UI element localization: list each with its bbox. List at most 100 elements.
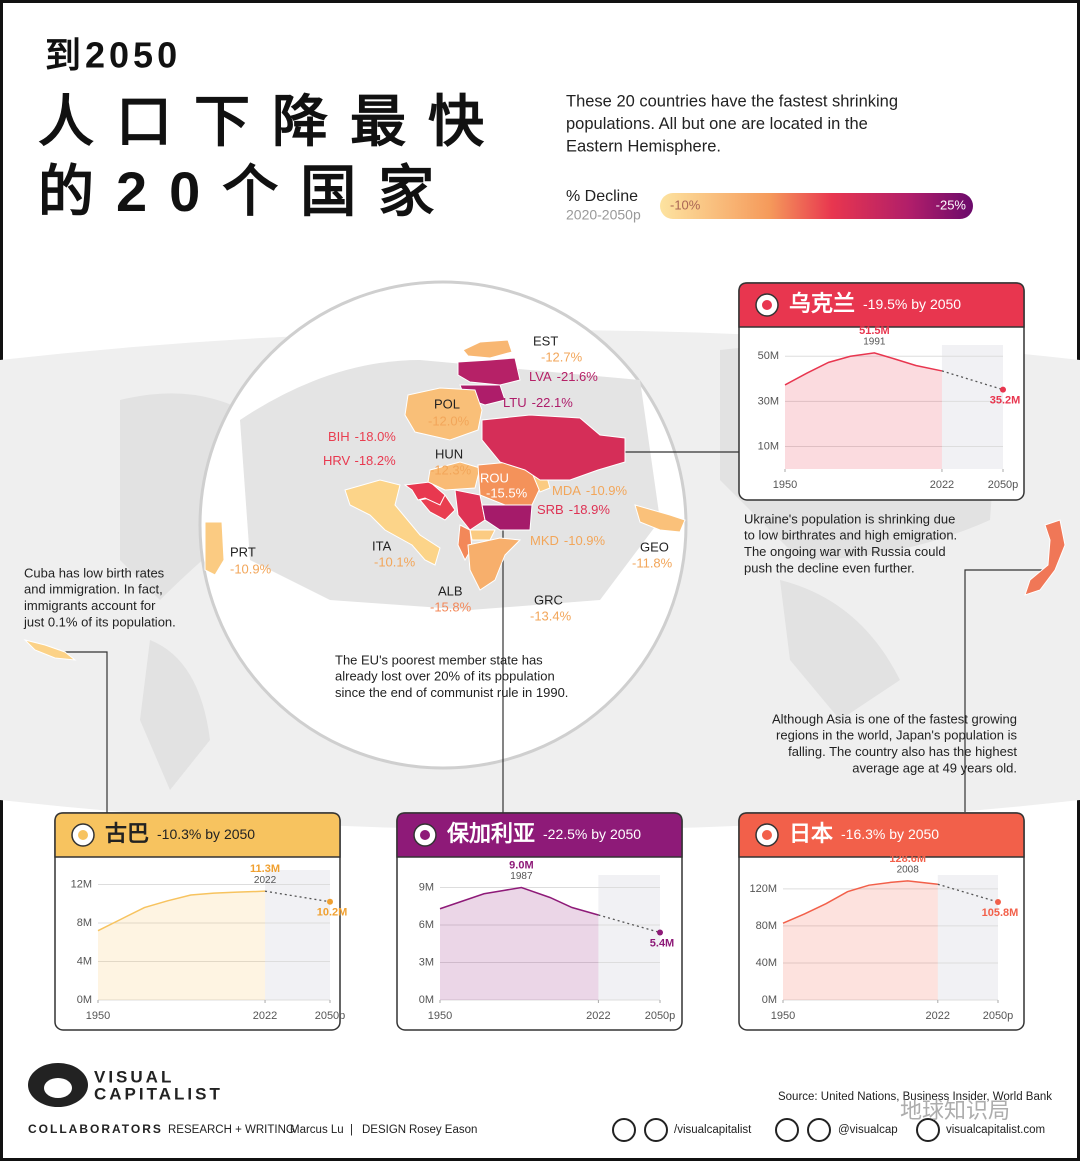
y-tick-label: 9M xyxy=(419,881,434,893)
country-code: ROU xyxy=(480,470,509,485)
country-name: 乌克兰 xyxy=(789,291,855,316)
country xyxy=(344,479,441,566)
area xyxy=(783,880,938,1000)
country xyxy=(481,504,533,531)
end-dot xyxy=(327,898,333,905)
country-code: POL xyxy=(434,396,460,411)
note-line: regions in the world, Japan's population… xyxy=(776,728,1017,743)
x-tick-label: 2022 xyxy=(253,1010,277,1022)
country xyxy=(469,529,496,541)
country-shapes xyxy=(23,339,1066,661)
country-code: LTU xyxy=(503,395,527,410)
area xyxy=(785,352,942,469)
country-value: -13.4% xyxy=(530,608,572,623)
flag-detail xyxy=(78,830,88,840)
decline-label: -19.5% by 2050 xyxy=(863,296,961,312)
projection-line xyxy=(937,883,999,903)
country-value: -12.7% xyxy=(541,349,583,364)
social[interactable]: visualcapitalist.com xyxy=(946,1124,1045,1136)
legend-title: % Decline xyxy=(566,188,638,205)
country-name: 保加利亚 xyxy=(446,821,535,846)
country-label: MKD -10.9% xyxy=(530,533,606,548)
end-dot xyxy=(1000,386,1006,393)
card-header xyxy=(738,282,1025,328)
country-value: -18.9% xyxy=(569,502,611,517)
note-line: falling. The country also has the highes… xyxy=(788,744,1017,759)
line xyxy=(439,886,599,916)
title-line: 的20个国家 xyxy=(38,160,456,223)
card-header xyxy=(54,812,341,858)
note-line: Ukraine's population is shrinking due xyxy=(744,511,955,526)
country-code: HRV xyxy=(323,453,351,468)
line xyxy=(97,890,266,932)
note-line: The EU's poorest member state has xyxy=(335,652,543,667)
credit-role: DESIGN xyxy=(362,1124,406,1136)
value-label: 5.4M xyxy=(650,937,674,949)
country-code: ALB xyxy=(438,583,463,598)
note-line: immigrants account for xyxy=(24,598,156,613)
legend-max: -25% xyxy=(936,197,967,212)
country xyxy=(467,537,522,591)
legend-subtitle: 2020-2050p xyxy=(566,207,641,223)
value-label: 11.3M xyxy=(250,863,280,875)
value-label: 10.2M xyxy=(317,907,348,919)
country-value: -11.8% xyxy=(632,555,673,570)
y-tick-label: 3M xyxy=(419,956,434,968)
country-card: 保加利亚 -22.5% by 2050 0M 3M 6M 9M 1950 2022 2050p 9… xyxy=(396,812,683,1031)
social[interactable]: @visualcap xyxy=(838,1124,898,1136)
card-title: 日本 -16.3% by 2050 xyxy=(789,821,939,846)
note-line: push the decline even further. xyxy=(744,560,915,575)
value-label: 51.5M xyxy=(859,325,890,337)
y-tick-label: 50M xyxy=(758,350,779,362)
country-code: BIH xyxy=(328,429,350,444)
end-dot xyxy=(995,899,1001,906)
y-tick-label: 30M xyxy=(758,395,779,407)
projection-line xyxy=(598,914,661,934)
country-code: MDA xyxy=(552,483,581,498)
intro-line: These 20 countries have the fastest shri… xyxy=(566,92,898,110)
legend-min: -10% xyxy=(670,197,701,212)
country-value: -10.9% xyxy=(230,561,272,576)
intro-line: populations. All but one are located in … xyxy=(566,115,868,133)
social[interactable]: /visualcapitalist xyxy=(674,1124,752,1136)
note-line: The ongoing war with Russia could xyxy=(744,544,946,559)
card-title: 保加利亚 -22.5% by 2050 xyxy=(446,821,641,846)
intro-line: Eastern Hemisphere. xyxy=(566,137,721,155)
legend-gradient xyxy=(660,193,973,219)
note-line: to low birthrates and high emigration. xyxy=(744,528,957,543)
peak-year: 2022 xyxy=(254,875,277,886)
country-code: GEO xyxy=(640,539,669,554)
country-value: -18.0% xyxy=(355,429,397,444)
footer: VISUAL CAPITALIST COLLABORATORS RESEARCH… xyxy=(28,1063,1052,1142)
y-tick-label: 8M xyxy=(77,917,92,929)
y-tick-label: 120M xyxy=(749,883,777,895)
x-tick-label: 2050p xyxy=(983,1010,1014,1022)
country-card: 乌克兰 -19.5% by 2050 10M 30M 50M 1950 2022 2050p 5… xyxy=(738,282,1025,501)
title-line: 人口下降最快 xyxy=(38,90,506,153)
area xyxy=(98,891,266,1000)
country xyxy=(23,639,77,661)
source: Source: United Nations, Business Insider… xyxy=(778,1091,1052,1103)
y-tick-label: 0M xyxy=(762,994,777,1006)
country-label: LVA -21.6% xyxy=(529,369,598,384)
value-label: 9.0M xyxy=(509,859,533,871)
x-tick-label: 2050p xyxy=(645,1010,676,1022)
projection-zone xyxy=(941,345,1003,469)
projection-zone xyxy=(598,875,660,1000)
country-name: 古巴 xyxy=(105,821,149,846)
country-code: SRB xyxy=(537,502,564,517)
title-line: 到2050 xyxy=(45,35,181,76)
decline-label: -22.5% by 2050 xyxy=(543,826,641,842)
country-value: -10.9% xyxy=(564,533,606,548)
country-value: -15.5% xyxy=(486,485,528,500)
x-tick-label: 2022 xyxy=(926,1010,950,1022)
line xyxy=(782,880,938,924)
country-card: 古巴 -10.3% by 2050 0M 4M 8M 12M 1950 2022 2050p 11… xyxy=(54,812,348,1031)
decline-label: -10.3% by 2050 xyxy=(157,826,255,842)
x-tick-label: 1950 xyxy=(86,1010,110,1022)
card-header xyxy=(396,812,683,858)
x-tick-label: 2022 xyxy=(930,479,954,491)
credit-role: RESEARCH + WRITING xyxy=(168,1124,295,1136)
credit-name: Marcus Lu xyxy=(290,1124,344,1136)
flag-detail xyxy=(762,300,772,310)
